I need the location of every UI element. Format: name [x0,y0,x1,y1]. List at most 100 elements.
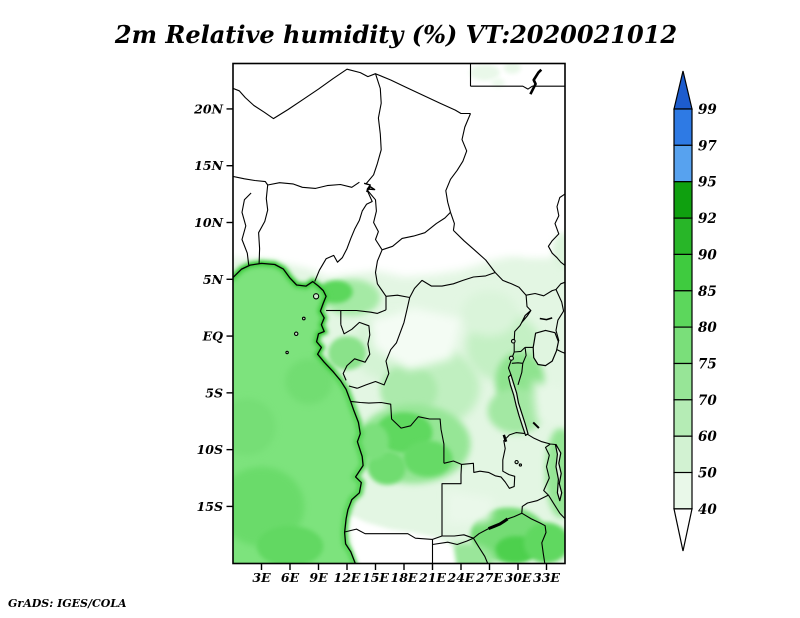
lon-tick-label: 21E [418,570,446,585]
country-border [521,494,549,514]
lake-mweru [502,434,508,443]
lat-tick-label: 5N [203,272,224,287]
country-border [350,400,445,464]
lon-tick-label: 15E [362,570,389,585]
country-border [525,295,532,311]
humidity-shade [285,358,333,405]
country-border [472,537,489,564]
country-border [381,211,451,251]
country-border [526,433,556,446]
coastline [233,262,364,564]
colorbar-segment [673,144,693,183]
colorbar-segment [673,290,693,328]
lon-tick-label: 24E [447,570,475,585]
colorbar-segment [673,326,693,365]
country-border [470,85,565,90]
lake-tanganyika [507,374,529,436]
humidity-shade [552,232,565,270]
colorbar-segment [673,362,693,401]
country-border [344,528,433,540]
country-border [432,537,474,546]
country-border [511,362,523,364]
colorbar-tick-label: 99 [698,102,717,118]
lake-kariba [487,517,509,530]
country-border [543,443,551,496]
country-border [443,432,527,489]
map-plot-area [233,63,565,564]
country-border [507,512,523,520]
colorbar-tick-label: 60 [698,429,717,445]
colorbar-under-arrow [673,508,693,552]
lat-tick-label: 20N [193,101,223,116]
lake-edward [510,338,516,344]
country-border [555,348,565,354]
colorbar-tick-label: 40 [698,502,717,518]
colorbar-tick-label: 75 [698,357,717,373]
lon-tick-label: 27E [475,570,503,585]
colorbar-segment [673,181,693,219]
latitude-axis: 20N 15N 10N 5N EQ 5S 10S 15S [193,101,233,514]
humidity-shading-layer [233,63,565,564]
humidity-shade [328,336,366,371]
grads-watermark: GrADS: IGES/COLA [8,597,127,610]
colorbar-tick-label: 70 [698,393,717,409]
country-border [513,322,523,352]
country-border [522,347,527,364]
colorbar-legend: 99 97 95 92 90 85 80 75 70 60 50 40 [673,70,717,552]
lake-bangweulu [518,463,523,467]
longitude-axis: 3E 6E 9E 12E 15E 18E 21E 24E 27E 30E 33E [252,563,560,585]
lake-victoria [532,329,559,367]
humidity-shade [503,63,521,74]
humidity-shade [532,381,565,427]
lon-tick-label: 18E [391,570,418,585]
colorbar-tick-label: 95 [698,175,717,191]
humidity-shade [461,290,518,337]
country-border [366,189,383,251]
lake-kivu [508,355,514,361]
humidity-shade [403,440,453,477]
country-border [365,73,382,185]
country-border [445,113,472,231]
humidity-shade [358,423,389,460]
country-border [374,249,387,310]
colorbar-segment [673,108,693,147]
lat-tick-label: 15S [197,499,223,514]
annobon-island [285,350,289,355]
country-border [385,294,410,299]
country-border [348,385,358,389]
lat-tick-label: EQ [202,329,224,344]
country-border [432,534,474,540]
principe-island [301,316,306,321]
colorbar-tick-label: 50 [698,466,717,482]
lakes-layer [285,68,563,530]
sao-tome-island [293,331,299,337]
country-border [514,347,526,353]
lake-malawi [554,443,563,502]
lon-tick-label: 6E [281,570,300,585]
humidity-shade [256,525,324,564]
colorbar-tick-label: 85 [698,284,717,300]
humidity-shade [380,365,438,416]
country-borders-layer [233,63,565,564]
lat-tick-label: 10S [197,442,223,457]
country-border [314,189,373,282]
colorbar-tick-label: 92 [698,211,717,227]
country-border [241,192,252,266]
map-frame [232,62,566,565]
lake-chad [363,182,376,193]
colorbar-tick-label: 97 [698,138,717,154]
humidity-shade [523,522,565,564]
colorbar-tick-label: 90 [698,247,717,263]
colorbar-segment [673,435,693,474]
chart-title: 2m Relative humidity (%) VT:2020021012 [114,20,677,49]
country-border [233,68,471,120]
country-border [473,528,489,539]
humidity-shade [487,388,545,434]
country-border [233,175,360,189]
humidity-shade [469,64,500,81]
lon-tick-label: 9E [309,570,328,585]
colorbar-segment [673,217,693,256]
country-border [340,309,387,314]
